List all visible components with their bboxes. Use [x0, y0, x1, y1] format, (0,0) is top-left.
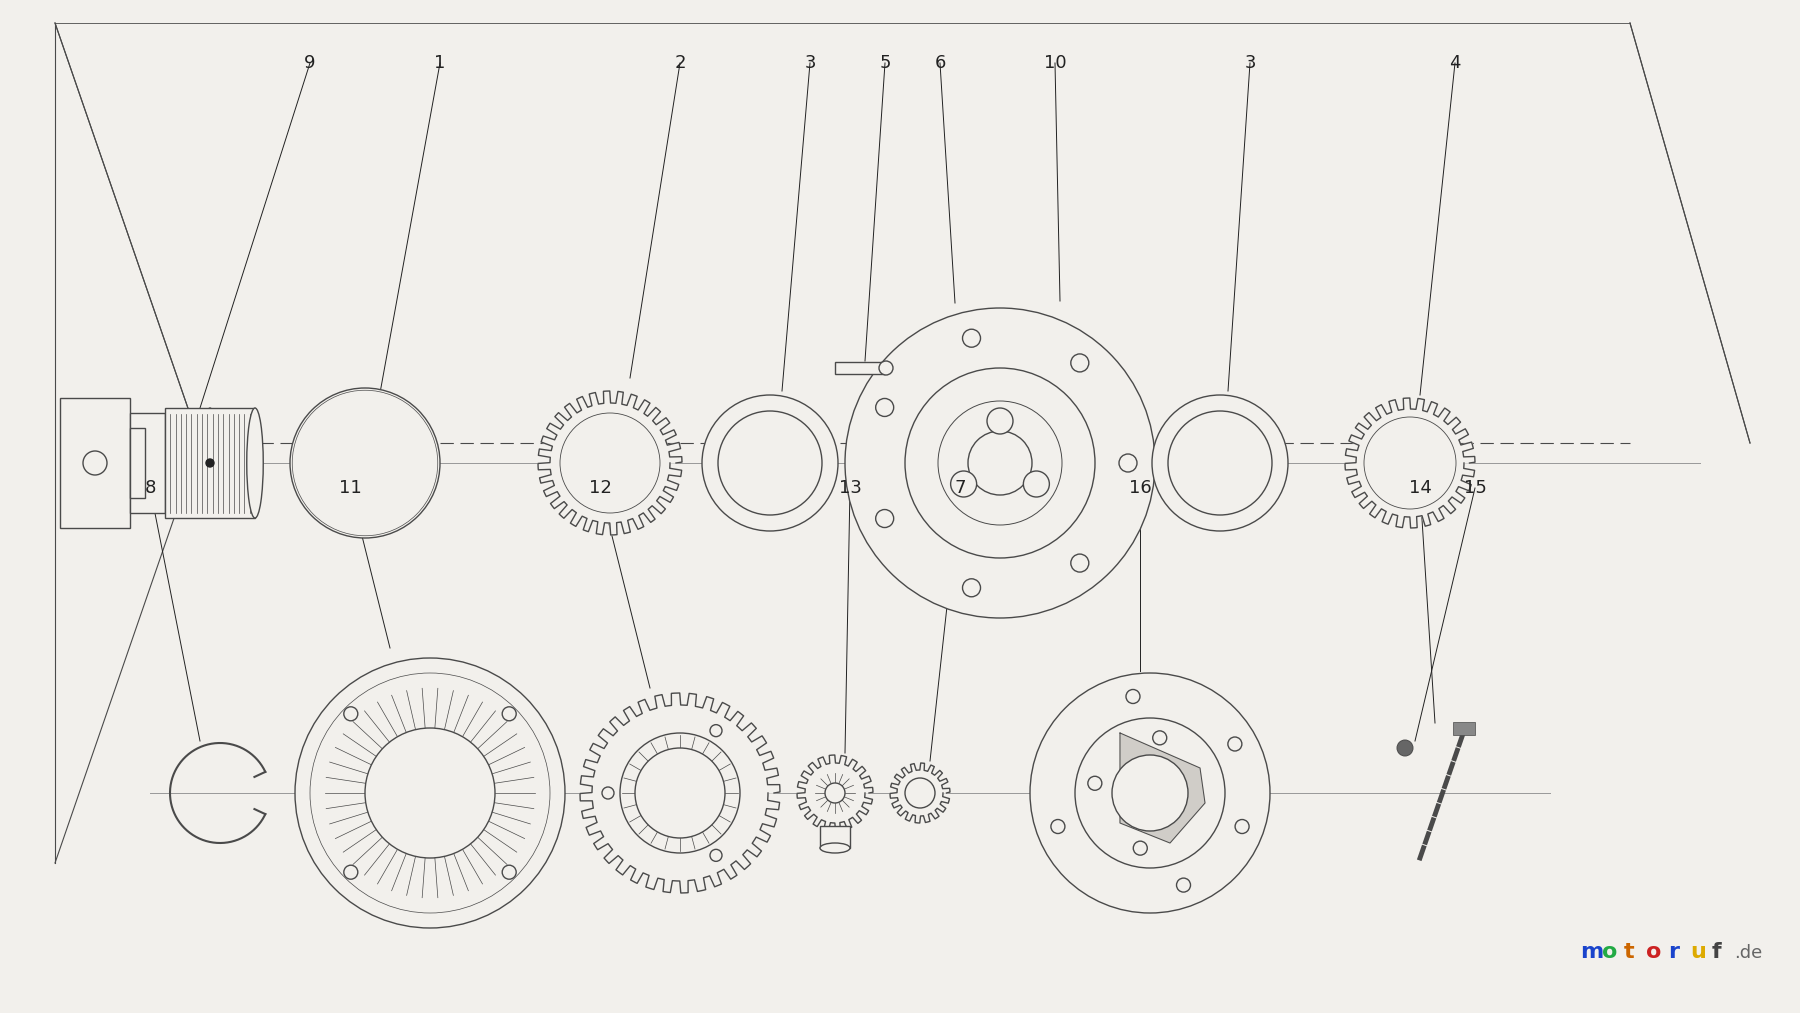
Text: 1: 1	[434, 54, 446, 72]
Text: 6: 6	[934, 54, 945, 72]
Circle shape	[878, 361, 893, 375]
Bar	[1453, 722, 1474, 735]
Text: r: r	[1669, 942, 1679, 962]
Ellipse shape	[202, 408, 218, 518]
Circle shape	[709, 724, 722, 736]
Circle shape	[365, 728, 495, 858]
Circle shape	[1024, 471, 1049, 497]
Circle shape	[938, 401, 1062, 525]
Bar	[821, 826, 850, 848]
Text: 4: 4	[1449, 54, 1462, 72]
Circle shape	[560, 413, 661, 513]
Circle shape	[635, 748, 725, 838]
Text: u: u	[1690, 942, 1706, 962]
Text: m: m	[1580, 942, 1604, 962]
Text: 9: 9	[304, 54, 315, 72]
Circle shape	[619, 733, 740, 853]
Circle shape	[718, 411, 823, 515]
Circle shape	[844, 308, 1156, 618]
Bar	[166, 408, 256, 518]
Circle shape	[963, 578, 981, 597]
Text: f: f	[1712, 942, 1721, 962]
Circle shape	[1168, 411, 1273, 515]
Circle shape	[875, 510, 893, 528]
Circle shape	[328, 425, 403, 501]
Circle shape	[344, 707, 358, 721]
Circle shape	[1364, 417, 1456, 509]
Circle shape	[1030, 673, 1271, 913]
Text: 10: 10	[1044, 54, 1066, 72]
Circle shape	[205, 459, 214, 467]
Text: 5: 5	[878, 54, 891, 72]
Circle shape	[502, 707, 517, 721]
Text: t: t	[1624, 942, 1634, 962]
Circle shape	[1397, 741, 1413, 756]
Circle shape	[292, 390, 437, 536]
Circle shape	[502, 865, 517, 879]
Circle shape	[702, 395, 839, 531]
Circle shape	[824, 783, 844, 803]
Polygon shape	[580, 693, 779, 893]
Circle shape	[1235, 820, 1249, 834]
Circle shape	[1134, 841, 1147, 855]
Polygon shape	[538, 391, 682, 535]
Circle shape	[963, 329, 981, 347]
Circle shape	[1127, 690, 1139, 703]
Circle shape	[1152, 730, 1166, 745]
Ellipse shape	[821, 843, 850, 853]
Bar	[130, 413, 166, 513]
Circle shape	[1071, 354, 1089, 372]
Circle shape	[875, 398, 893, 416]
Polygon shape	[1120, 733, 1204, 843]
Circle shape	[601, 787, 614, 799]
Text: 14: 14	[1409, 479, 1431, 497]
Circle shape	[1075, 718, 1226, 868]
Circle shape	[344, 865, 358, 879]
Ellipse shape	[247, 408, 263, 518]
Text: 3: 3	[805, 54, 815, 72]
Text: 12: 12	[589, 479, 612, 497]
Text: 11: 11	[338, 479, 362, 497]
Circle shape	[905, 368, 1094, 558]
Circle shape	[313, 411, 418, 515]
Circle shape	[709, 849, 722, 861]
Text: 13: 13	[839, 479, 862, 497]
Polygon shape	[1345, 398, 1474, 528]
Circle shape	[950, 471, 977, 497]
Bar	[59, 398, 130, 528]
Bar	[130, 428, 146, 498]
Circle shape	[310, 673, 551, 913]
Circle shape	[968, 431, 1031, 495]
Circle shape	[1152, 395, 1289, 531]
Polygon shape	[797, 755, 873, 831]
Circle shape	[1120, 454, 1138, 472]
Circle shape	[1051, 820, 1066, 834]
Circle shape	[1228, 737, 1242, 751]
Polygon shape	[889, 763, 950, 823]
Circle shape	[290, 388, 439, 538]
Text: 16: 16	[1129, 479, 1152, 497]
Bar	[835, 363, 886, 374]
Circle shape	[83, 451, 106, 475]
Circle shape	[905, 778, 934, 808]
Text: .de: .de	[1733, 944, 1762, 962]
Circle shape	[1071, 554, 1089, 572]
Text: 2: 2	[675, 54, 686, 72]
Text: 3: 3	[1244, 54, 1256, 72]
Text: 7: 7	[954, 479, 967, 497]
Text: o: o	[1602, 942, 1618, 962]
Text: o: o	[1645, 942, 1661, 962]
Text: 8: 8	[144, 479, 155, 497]
Circle shape	[986, 408, 1013, 434]
Circle shape	[1112, 755, 1188, 831]
Circle shape	[1177, 878, 1190, 892]
Circle shape	[295, 658, 565, 928]
Circle shape	[1087, 776, 1102, 790]
Text: 15: 15	[1463, 479, 1487, 497]
